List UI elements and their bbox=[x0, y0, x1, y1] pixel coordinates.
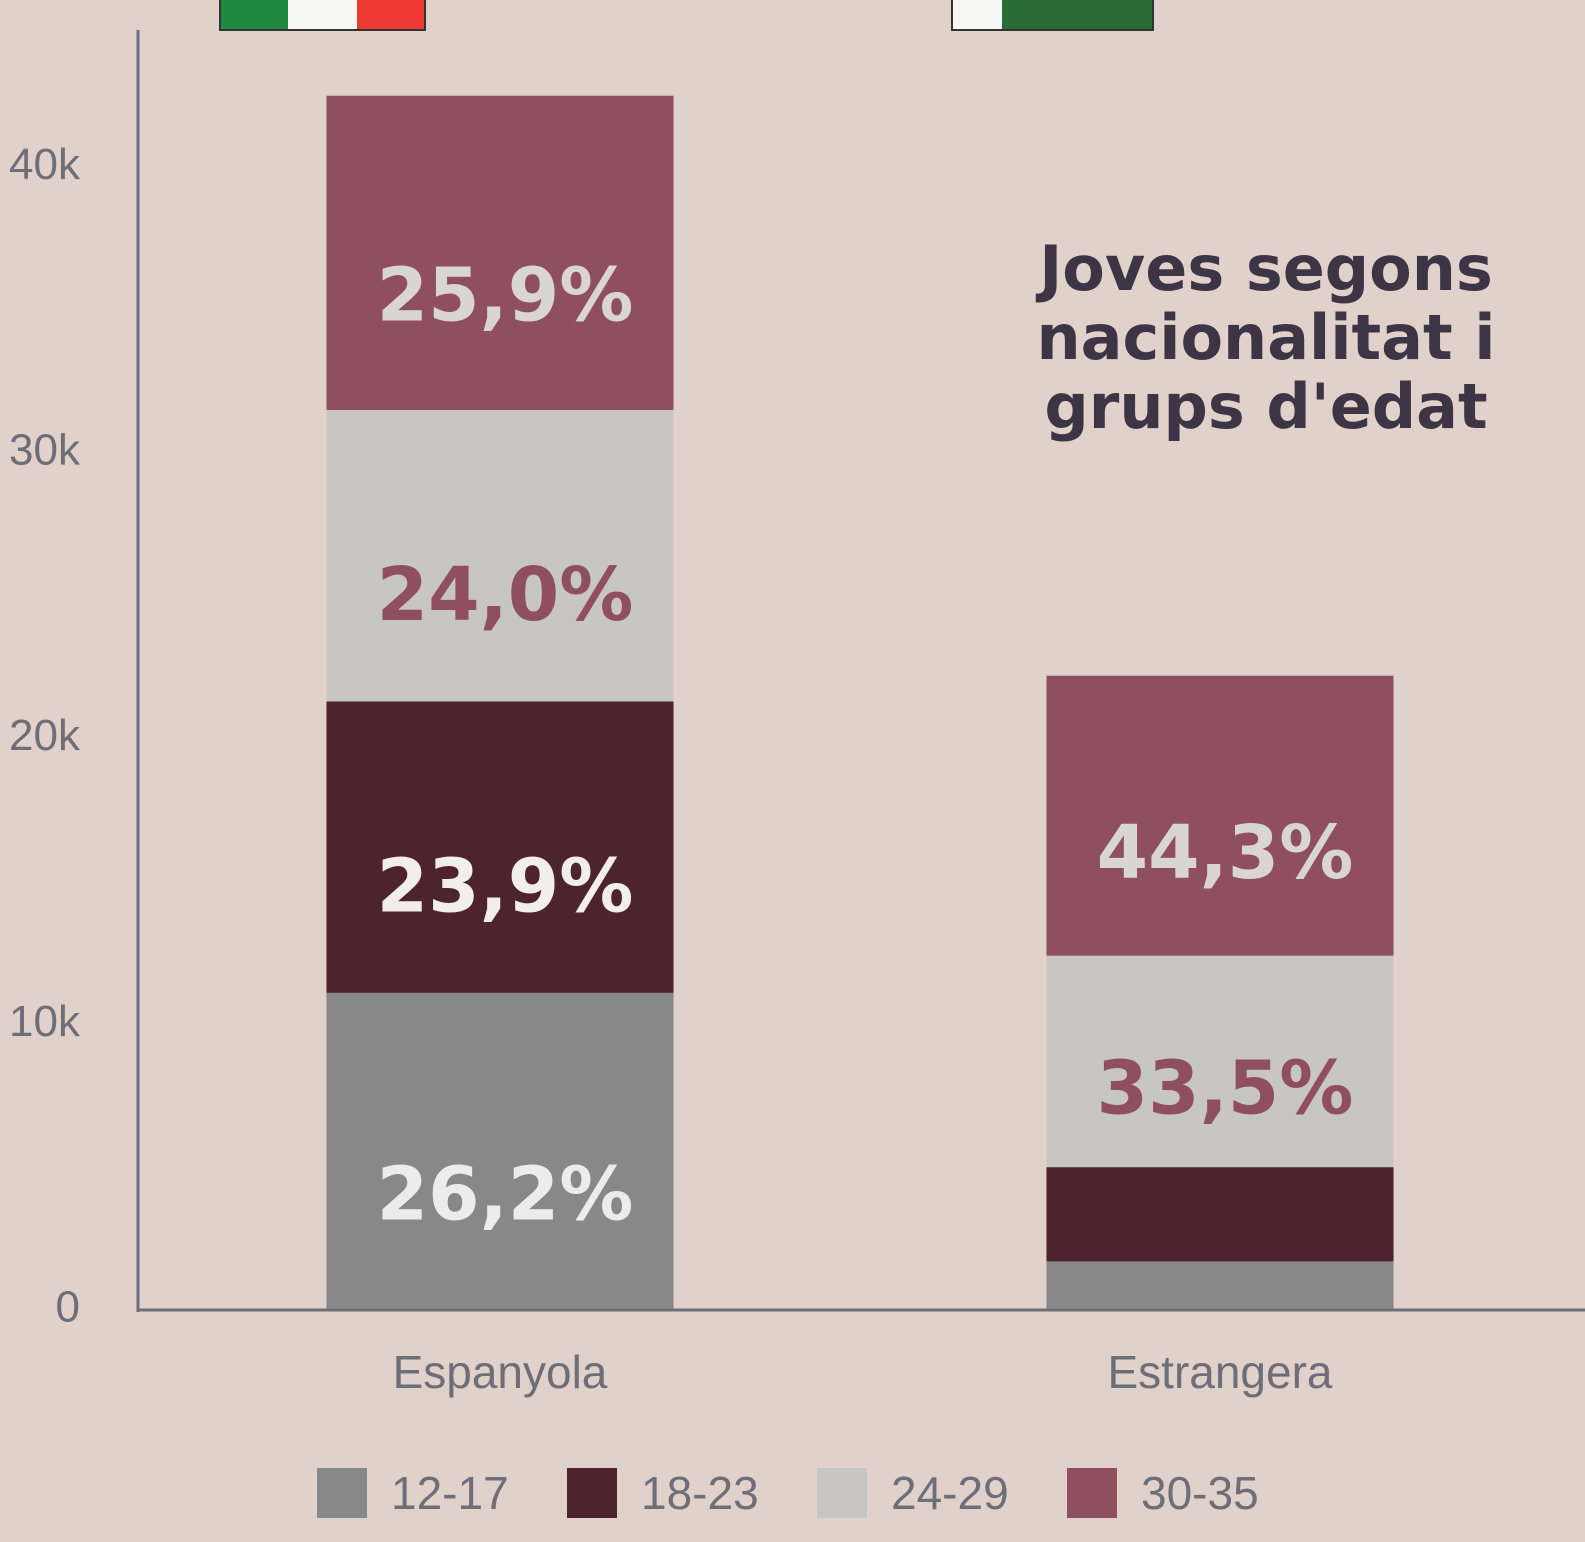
flag-border bbox=[951, 0, 1154, 31]
bar-segment bbox=[1046, 1167, 1394, 1262]
flag-part bbox=[357, 0, 425, 30]
segment-label: 24,0% bbox=[377, 552, 634, 638]
flag-border bbox=[219, 0, 426, 31]
segment-label: 23,9% bbox=[377, 843, 634, 929]
bar-segment bbox=[326, 95, 674, 410]
segment-label: 33,5% bbox=[1097, 1046, 1354, 1132]
legend-swatch bbox=[817, 1468, 867, 1518]
legend-label: 30-35 bbox=[1141, 1467, 1259, 1519]
legend-swatch bbox=[1067, 1468, 1117, 1518]
legend-swatch bbox=[317, 1468, 367, 1518]
flag-part bbox=[288, 0, 357, 30]
bar-segment bbox=[326, 410, 674, 702]
bar-segment bbox=[1046, 1261, 1394, 1310]
flag-part bbox=[952, 0, 1002, 30]
x-tick-label: Estrangera bbox=[1107, 1346, 1332, 1398]
legend-label: 12-17 bbox=[391, 1467, 509, 1519]
legend-swatch bbox=[567, 1468, 617, 1518]
bar-segment bbox=[1046, 675, 1394, 956]
bar-segment bbox=[326, 701, 674, 993]
segment-label: 44,3% bbox=[1097, 810, 1354, 896]
flag-part bbox=[1002, 0, 1153, 30]
bar-segment bbox=[1046, 955, 1394, 1168]
segment-label: 26,2% bbox=[377, 1152, 634, 1238]
y-tick-label: 40k bbox=[9, 140, 81, 189]
y-tick-label: 30k bbox=[9, 425, 81, 474]
legend-label: 24-29 bbox=[891, 1467, 1009, 1519]
bar-segment bbox=[326, 992, 674, 1310]
y-tick-label: 20k bbox=[9, 711, 81, 760]
segment-label: 25,9% bbox=[377, 253, 634, 339]
x-tick-label: Espanyola bbox=[393, 1346, 608, 1398]
flag-part bbox=[220, 0, 288, 30]
chart-title: Joves segons nacionalitat i grups d'edat bbox=[1036, 232, 1496, 443]
y-tick-label: 0 bbox=[56, 1283, 80, 1332]
legend-label: 18-23 bbox=[641, 1467, 759, 1519]
y-tick-label: 10k bbox=[9, 997, 81, 1046]
